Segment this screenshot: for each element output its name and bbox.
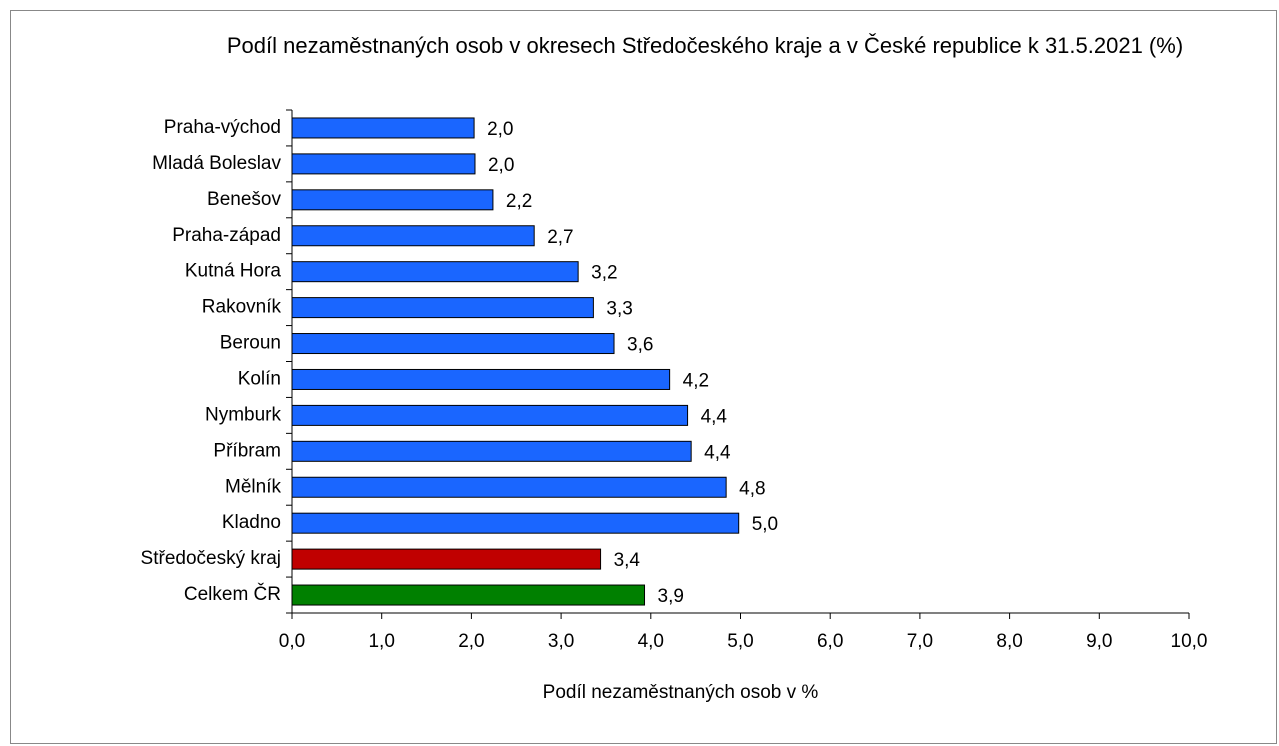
y-tick-label: Mělník [225,476,281,497]
chart-frame [10,10,1277,744]
bar [291,512,740,534]
bar [291,153,476,175]
x-tick-label: 0,0 [279,631,305,652]
bar [291,297,594,319]
value-label: 3,2 [591,263,617,284]
bar [291,261,579,283]
x-tick-label: 6,0 [817,631,843,652]
value-label: 2,7 [547,227,573,248]
bar [291,548,602,570]
x-tick-label: 4,0 [638,631,664,652]
x-axis-title: Podíl nezaměstnaných osob v % [543,682,819,703]
x-tick-label: 3,0 [548,631,574,652]
bar [291,404,689,426]
bar [291,225,535,247]
x-tick-label: 10,0 [1171,631,1208,652]
x-tick-label: 1,0 [368,631,394,652]
x-tick-label: 9,0 [1086,631,1112,652]
y-tick-label: Celkem ČR [184,583,281,605]
y-tick-label: Praha-západ [172,225,281,246]
y-tick-label: Kolín [238,368,281,389]
y-tick-label: Benešov [207,189,281,210]
y-tick-label: Mladá Boleslav [152,153,281,174]
bar [291,368,671,390]
bar [291,584,646,606]
value-label: 4,8 [739,478,765,499]
y-tick-label: Nymburk [205,404,282,425]
value-label: 2,0 [487,119,513,140]
y-tick-label: Kutná Hora [185,261,282,282]
value-label: 2,2 [506,191,532,212]
x-tick-label: 2,0 [458,631,484,652]
value-label: 3,9 [658,586,684,607]
bar [291,117,475,139]
bar [291,189,494,211]
bar [291,476,727,498]
value-label: 3,4 [614,550,641,571]
x-tick-label: 7,0 [907,631,933,652]
y-tick-label: Beroun [220,333,281,354]
bar [291,440,692,462]
x-tick-label: 5,0 [727,631,753,652]
value-label: 3,6 [627,335,653,356]
value-label: 5,0 [752,514,778,535]
x-tick-label: 8,0 [996,631,1022,652]
value-label: 2,0 [488,155,514,176]
value-label: 4,4 [701,406,728,427]
value-label: 4,4 [704,442,731,463]
value-label: 4,2 [683,370,709,391]
y-tick-label: Praha-východ [164,117,281,138]
bar [291,333,615,355]
chart-title: Podíl nezaměstnaných osob v okresech Stř… [226,33,1184,58]
y-tick-label: Příbram [213,440,281,461]
y-tick-label: Středočeský kraj [141,548,281,569]
y-tick-label: Rakovník [202,297,282,318]
value-label: 3,3 [606,299,632,320]
y-tick-label: Kladno [222,512,281,533]
